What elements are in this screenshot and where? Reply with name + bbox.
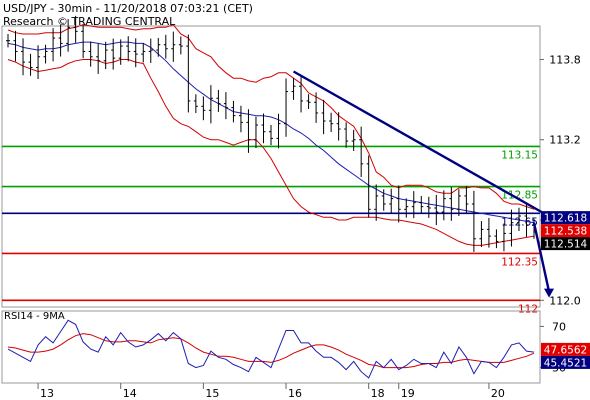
rsi-value-tag — [541, 342, 590, 356]
price-y-tick-label: 113.2 — [549, 134, 581, 147]
price-tag-label: 112.618 — [544, 213, 587, 225]
x-axis: 13 14 15 16 18 19 20 — [37, 383, 505, 400]
level-label: 113.15 — [501, 149, 538, 161]
price-panel: 113.8113.2112.6112.0113.15112.85112.6511… — [1, 15, 590, 315]
rsi-y-tick-label: 70 — [552, 320, 566, 333]
price-panel-frame — [1, 25, 541, 308]
price-tag — [541, 224, 590, 238]
level-label: 112.65 — [501, 216, 538, 228]
level-label: 112.85 — [501, 190, 538, 202]
bollinger-lower-line — [7, 59, 535, 246]
forecast-arrow-head — [544, 288, 555, 298]
rsi-line — [7, 319, 535, 379]
price-tag — [541, 237, 590, 251]
rsi-title: RSI14 - 9MA — [4, 311, 65, 322]
price-y-tick-label: 113.8 — [549, 53, 581, 66]
x-tick-label: 14 — [123, 387, 137, 400]
x-tick-label: 18 — [371, 387, 385, 400]
price-tag-label: 112.514 — [544, 239, 588, 251]
bollinger-upper-line — [7, 24, 535, 210]
level-label: 112 — [518, 303, 538, 315]
rsi-ma9-line — [7, 333, 535, 369]
trend-line — [292, 70, 543, 214]
moving-average-line — [7, 41, 535, 224]
price-y-tick-label: 112.0 — [549, 294, 581, 307]
chart-title: USD/JPY - 30min - 11/20/2018 07:03:21 (C… — [3, 2, 253, 15]
rsi-value-tag — [541, 355, 590, 369]
level-label: 112.35 — [501, 256, 538, 268]
x-tick-label: 16 — [288, 387, 302, 400]
rsi-panel-frame — [1, 310, 541, 384]
rsi-value-tag-label: 47.6562 — [544, 344, 587, 356]
chart-source: Research © TRADING CENTRAL — [3, 15, 176, 28]
x-tick-label: 19 — [401, 387, 415, 400]
rsi-value-tag-label: 45.4521 — [544, 357, 587, 369]
price-tag-label: 112.538 — [544, 226, 587, 238]
price-tag — [541, 211, 590, 225]
x-tick-label: 20 — [491, 387, 505, 400]
x-tick-label: 13 — [40, 387, 54, 400]
x-tick-label: 15 — [205, 387, 219, 400]
forecast-arrow-line — [532, 222, 551, 292]
